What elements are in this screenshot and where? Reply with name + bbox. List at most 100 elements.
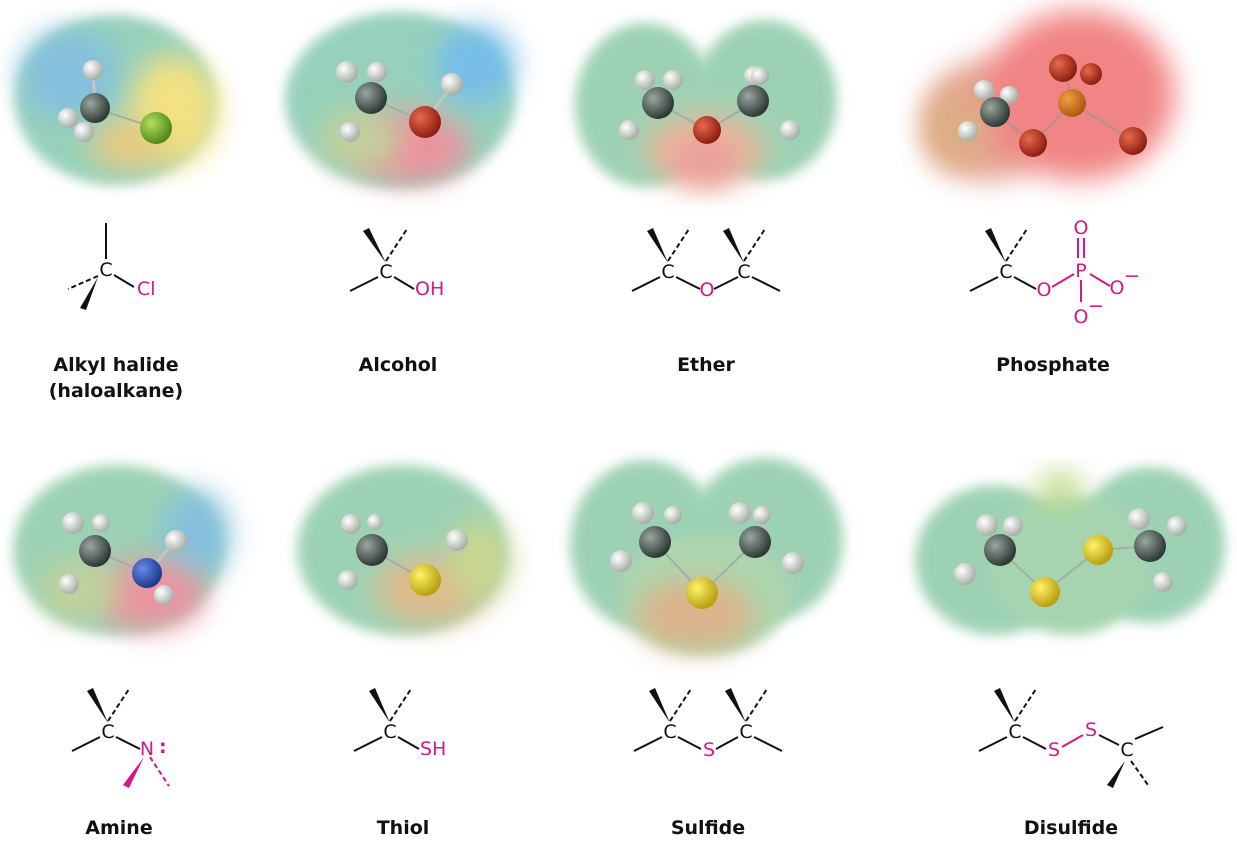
potential-map-disulfide: [915, 467, 1225, 635]
structure-alcohol: C OH: [349, 228, 444, 300]
carbon-atom: [642, 87, 674, 119]
hydroxyl-label: OH: [415, 278, 444, 300]
carbon-label: C: [999, 261, 1012, 283]
oxygen-atom: [1080, 63, 1102, 85]
hydrogen-atom: [729, 502, 751, 524]
hydrogen-atom: [958, 121, 978, 141]
carbon-label: C: [379, 261, 392, 283]
hydrogen-atom: [58, 108, 78, 128]
potential-map-phosphate: [925, 10, 1175, 180]
group-name: Sulfide: [670, 817, 746, 839]
lone-pair: :: [159, 736, 167, 758]
hydrogen-atom: [74, 122, 94, 142]
sulfur-label: S: [703, 739, 715, 761]
potential-map-amine: [13, 465, 230, 635]
hydrogen-atom: [154, 585, 174, 605]
potential-map-alkyl-halide: [15, 15, 220, 185]
oxygen-label: O: [1074, 306, 1089, 328]
hydrogen-atom: [446, 529, 468, 551]
group-name: Thiol: [376, 817, 430, 839]
group-name: Ether: [677, 354, 735, 376]
potential-map-thiol: [297, 465, 510, 635]
carbon-atom: [1134, 530, 1166, 562]
group-name: Amine: [85, 817, 153, 839]
hydrogen-atom: [92, 514, 110, 532]
carbon-atom: [984, 534, 1016, 566]
structure-ether: C O C: [631, 228, 781, 301]
hydrogen-atom: [664, 506, 682, 524]
carbon-label: C: [739, 721, 752, 743]
carbon-label: C: [1120, 739, 1133, 761]
carbon-atom: [737, 85, 769, 117]
structure-sulfide: C S C: [633, 688, 783, 761]
sulfur-label: S: [1085, 719, 1097, 741]
carbon-atom: [356, 534, 388, 566]
negative-charge: −: [1124, 265, 1140, 287]
carbon-label: C: [737, 261, 750, 283]
structure-phosphate: C O P O O − O −: [969, 217, 1140, 328]
hydrogen-atom: [632, 502, 654, 524]
carbon-atom: [639, 526, 671, 558]
hydrogen-atom: [340, 122, 360, 142]
phosphorus-atom: [1058, 89, 1086, 117]
oxygen-atom: [409, 106, 441, 138]
structure-alkyl-halide: C Cl: [67, 223, 156, 310]
carbon-atom: [739, 526, 771, 558]
hydrogen-atom: [976, 514, 998, 536]
oxygen-label: O: [700, 279, 715, 301]
oxygen-label: O: [1110, 277, 1125, 299]
sulfur-atom: [1030, 577, 1060, 607]
hydrogen-atom: [338, 570, 358, 590]
carbon-label: C: [661, 261, 674, 283]
phosphorus-label: P: [1075, 260, 1086, 282]
potential-map-sulfide: [570, 458, 843, 655]
carbon-label: C: [383, 721, 396, 743]
carbon-atom: [79, 535, 111, 567]
hydrogen-atom: [83, 60, 103, 80]
group-name: Phosphate: [996, 354, 1110, 376]
sulfur-label: S: [1048, 739, 1060, 761]
carbon-label: C: [101, 721, 114, 743]
hydrogen-atom: [780, 120, 800, 140]
hydrogen-atom: [753, 506, 771, 524]
hydrogen-atom: [782, 552, 804, 574]
hydrogen-atom: [441, 73, 463, 95]
structure-thiol: C SH: [353, 688, 446, 760]
hydrogen-atom: [610, 550, 632, 572]
hydrogen-atom: [341, 514, 361, 534]
hydrogen-atom: [165, 530, 187, 552]
potential-map-ether: [575, 20, 837, 187]
sulfhydryl-label: SH: [420, 738, 446, 760]
hydrogen-atom: [635, 70, 655, 90]
negative-charge: −: [1088, 295, 1104, 317]
sulfur-atom: [409, 564, 441, 596]
group-name: Alcohol: [358, 354, 438, 376]
hydrogen-atom: [1003, 516, 1023, 536]
hydrogen-atom: [974, 80, 994, 100]
hydrogen-atom: [663, 70, 683, 90]
hydrogen-atom: [367, 62, 387, 82]
carbon-atom: [80, 93, 110, 123]
hydrogen-atom: [1153, 572, 1173, 592]
hydrogen-atom: [336, 61, 358, 83]
oxygen-label: O: [1074, 217, 1089, 239]
potential-map-alcohol: [285, 12, 515, 188]
group-name: Alkyl halide (haloalkane): [48, 354, 184, 402]
group-name: Disulfide: [1023, 817, 1119, 839]
carbon-atom: [980, 97, 1010, 127]
hydrogen-atom: [954, 563, 976, 585]
nitrogen-label: N: [140, 738, 154, 760]
hydrogen-atom: [59, 574, 79, 594]
carbon-label: C: [99, 259, 112, 281]
nitrogen-atom: [132, 558, 162, 588]
chlorine-label: Cl: [137, 278, 156, 300]
structure-amine: C N :: [71, 688, 170, 788]
hydrogen-atom: [367, 514, 383, 530]
carbon-label: C: [663, 721, 676, 743]
hydrogen-atom: [751, 67, 769, 85]
oxygen-atom: [1019, 129, 1047, 157]
hydrogen-atom: [619, 120, 639, 140]
sulfur-atom: [1083, 535, 1113, 565]
sulfur-atom: [686, 577, 718, 609]
oxygen-atom: [1119, 127, 1147, 155]
